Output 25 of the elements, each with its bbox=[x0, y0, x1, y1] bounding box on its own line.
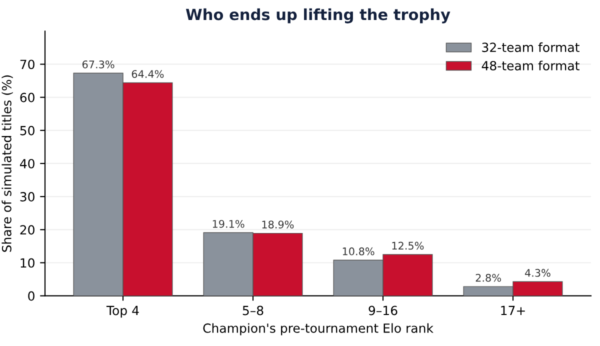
x-tick-label: Top 4 bbox=[106, 306, 139, 318]
x-axis-title: Champion's pre-tournament Elo rank bbox=[203, 323, 434, 336]
data-label: 19.1% bbox=[212, 220, 244, 228]
y-tick-label: 20 bbox=[20, 225, 34, 235]
y-tick-label: 70 bbox=[20, 60, 34, 70]
y-tick-label: 60 bbox=[20, 92, 34, 102]
y-axis-title: Share of simulated titles (%) bbox=[2, 75, 13, 252]
x-tick-label: 17+ bbox=[501, 306, 525, 316]
data-label: 2.8% bbox=[476, 274, 501, 282]
data-label: 67.3% bbox=[82, 60, 114, 68]
data-label: 4.3% bbox=[524, 268, 550, 277]
x-tick-label: 9–16 bbox=[368, 306, 398, 316]
x-tick-label: 5–8 bbox=[242, 306, 264, 316]
y-tick-label: 30 bbox=[20, 192, 34, 202]
data-label: 18.9% bbox=[262, 220, 294, 228]
data-label: 64.4% bbox=[132, 70, 164, 78]
y-tick-label: 10 bbox=[20, 258, 34, 268]
legend-label: 32-team format bbox=[482, 42, 580, 52]
legend-label: 48-team format bbox=[482, 60, 580, 70]
data-label: 12.5% bbox=[392, 242, 424, 250]
y-tick-label: 0 bbox=[28, 291, 34, 301]
chart-title: Who ends up lifting the trophy bbox=[186, 8, 450, 24]
data-label: 10.8% bbox=[342, 247, 374, 256]
y-tick-label: 50 bbox=[20, 126, 34, 136]
y-tick-label: 40 bbox=[20, 158, 34, 168]
